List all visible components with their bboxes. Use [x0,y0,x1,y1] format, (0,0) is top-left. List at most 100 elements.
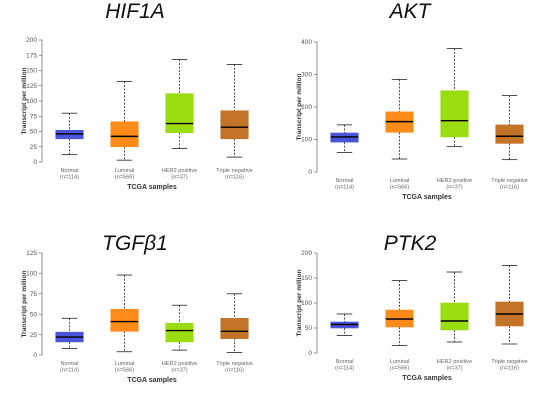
y-tick-label: 150 [26,68,37,75]
x-category-label: HER2 positive [162,168,197,174]
iqr-box [440,90,469,138]
box-luminal [385,78,414,160]
y-tick-label: 200 [26,37,37,44]
box-triple-negative [495,95,524,161]
x-category-label: Luminal [115,361,135,367]
chart-title: PTK2 [383,232,437,255]
x-category-label: Triple negative [216,168,252,174]
y-tick-label: 175 [26,52,37,59]
iqr-box [440,302,469,331]
chart-panel-hif1a: HIF1A 0 25 50 75 100 125 150 175 200 Transcript p… [0,0,270,200]
chart-panel-akt: AKT 0 100 200 300 400 Transcript per million N… [275,0,545,201]
x-category-count: (n=116) [225,175,244,181]
y-tick-label: 75 [30,113,38,120]
y-tick-label: 125 [26,250,37,257]
x-category-count: (n=566) [390,185,410,191]
box-triple-negative [220,64,249,158]
x-category-count: (n=114) [335,185,354,191]
x-category-count: (n=37) [171,368,187,374]
x-category-label: Triple negative [216,361,252,367]
y-axis-label: Transcript per million [21,67,28,134]
box-plot-hif1a: 0 25 50 75 100 125 150 175 200 Transcript per mil… [21,37,253,191]
y-tick-label: 50 [30,311,38,318]
y-tick-label: 0 [308,350,312,357]
box-triple-negative [495,265,524,345]
iqr-box [110,121,139,148]
x-category-label: Luminal [390,178,410,184]
x-axis-label: TCGA samples [127,184,177,191]
y-tick-label: 50 [30,129,38,136]
x-category-count: (n=37) [446,185,462,191]
chart-panel-ptk2: PTK2 0 50 100 150 200 Transcript per million N… [275,207,545,407]
y-tick-label: 25 [30,332,38,339]
iqr-box [220,317,249,339]
y-tick-label: 75 [30,291,38,298]
x-category-count: (n=116) [500,366,519,372]
y-tick-label: 400 [301,39,312,46]
x-category-label: Normal [60,361,78,367]
x-category-label: HER2 positive [437,359,472,365]
box-luminal [110,274,139,353]
x-axis-label: TCGA samples [402,194,452,201]
x-category-count: (n=116) [225,368,244,374]
iqr-box [220,110,249,140]
chart-panel-tgfb1: TGFβ1 0 25 50 75 100 125 Transcript per millio… [0,207,270,407]
x-category-count: (n=566) [115,175,135,181]
iqr-box [495,124,524,144]
y-tick-label: 100 [26,271,37,278]
box-normal [55,317,84,349]
x-category-count: (n=114) [60,175,79,181]
x-category-label: Normal [60,168,78,174]
box-her2-positive [165,59,194,149]
x-category-label: Normal [335,359,353,365]
x-category-label: HER2 positive [162,361,197,367]
box-her2-positive [165,304,194,351]
x-category-count: (n=114) [335,366,354,372]
box-plot-akt: 0 100 200 300 400 Transcript per million Norma… [296,39,528,201]
x-category-label: Triple negative [491,178,527,184]
box-normal [330,313,359,336]
box-luminal [110,81,139,161]
x-category-label: Luminal [115,168,135,174]
x-category-count: (n=566) [115,368,135,374]
y-tick-label: 125 [26,83,37,90]
y-tick-label: 100 [26,98,37,105]
x-category-count: (n=114) [60,368,79,374]
iqr-box [110,309,139,332]
y-tick-label: 25 [30,144,38,151]
y-tick-label: 0 [308,169,312,176]
chart-title: HIF1A [105,0,165,23]
box-luminal [385,280,414,346]
y-tick-label: 300 [301,72,312,79]
box-triple-negative [220,293,249,353]
box-her2-positive [440,48,469,148]
x-category-count: (n=37) [171,175,187,181]
y-tick-label: 100 [301,300,312,307]
x-category-count: (n=566) [390,366,410,372]
x-category-label: Triple negative [491,359,527,365]
y-tick-label: 100 [301,137,312,144]
box-normal [55,112,84,156]
x-category-count: (n=37) [446,366,462,372]
y-tick-label: 150 [301,275,312,282]
y-axis-label: Transcript per million [21,270,28,337]
x-category-label: Luminal [390,359,410,365]
chart-title: AKT [389,0,431,23]
chart-title: TGFβ1 [102,232,168,255]
x-category-count: (n=116) [500,185,519,191]
y-axis-label: Transcript per million [296,73,303,140]
x-category-label: Normal [335,178,353,184]
box-plot-ptk2: 0 50 100 150 200 Transcript per million Normal… [296,250,528,382]
y-tick-label: 50 [305,325,313,332]
x-category-label: HER2 positive [437,178,472,184]
iqr-box [165,93,194,134]
box-plot-tgfb1: 0 25 50 75 100 125 Transcript per million Norma… [21,250,253,384]
x-axis-label: TCGA samples [402,375,452,382]
y-tick-label: 0 [33,159,37,166]
y-tick-label: 0 [33,352,37,359]
y-tick-label: 200 [301,104,312,111]
y-tick-label: 200 [301,250,312,257]
y-axis-label: Transcript per million [296,269,303,336]
iqr-box [165,322,194,343]
box-normal [330,124,359,153]
